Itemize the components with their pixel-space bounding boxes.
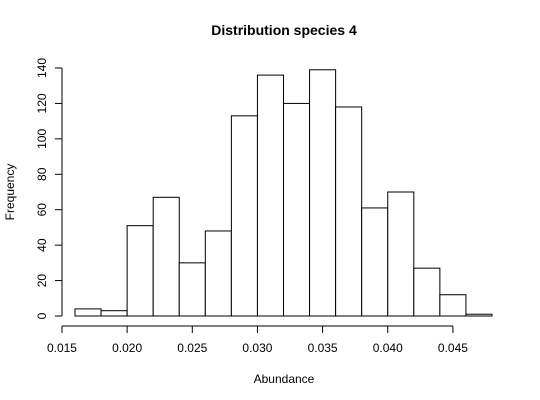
histogram-bar: [256, 74, 285, 317]
histogram-bar: [283, 102, 311, 317]
y-tick-label: 20: [35, 274, 49, 288]
histogram-bar: [309, 69, 337, 317]
x-axis-label: Abundance: [254, 372, 315, 386]
y-tick-label: 100: [35, 129, 49, 149]
x-tick-label: 0.025: [177, 341, 207, 355]
x-tick-label: 0.030: [242, 341, 272, 355]
histogram-bar: [204, 230, 232, 317]
x-tick-label: 0.040: [373, 341, 403, 355]
histogram-bar: [100, 310, 128, 317]
histogram-bar: [335, 106, 363, 317]
y-tick-label: 60: [35, 203, 49, 217]
x-tick-label: 0.015: [47, 341, 77, 355]
histogram-bar: [439, 294, 467, 317]
y-axis: 0 20 40 60 80 100 120 140: [35, 58, 63, 319]
y-tick-label: 40: [35, 238, 49, 252]
histogram-bar: [230, 115, 258, 317]
histogram-bar: [74, 308, 102, 317]
histogram-bar: [126, 225, 154, 317]
y-axis-label: Frequency: [3, 164, 17, 221]
histogram-bar: [152, 196, 180, 317]
histogram-bar: [413, 267, 441, 317]
x-tick-label: 0.035: [308, 341, 338, 355]
histogram-bar: [178, 262, 206, 317]
y-tick-label: 80: [35, 167, 49, 181]
y-tick-label: 140: [35, 58, 49, 78]
chart-title: Distribution species 4: [211, 22, 357, 38]
histogram-bar: [361, 207, 389, 317]
histogram-bars: [74, 69, 493, 317]
x-tick-label: 0.045: [438, 341, 468, 355]
x-axis: 0.015 0.020 0.025 0.030 0.035 0.040 0.045: [47, 325, 468, 355]
x-tick-label: 0.020: [112, 341, 142, 355]
y-tick-label: 0: [35, 312, 49, 319]
histogram-bar: [465, 313, 493, 317]
y-tick-label: 120: [35, 93, 49, 113]
histogram-bar: [387, 191, 415, 317]
